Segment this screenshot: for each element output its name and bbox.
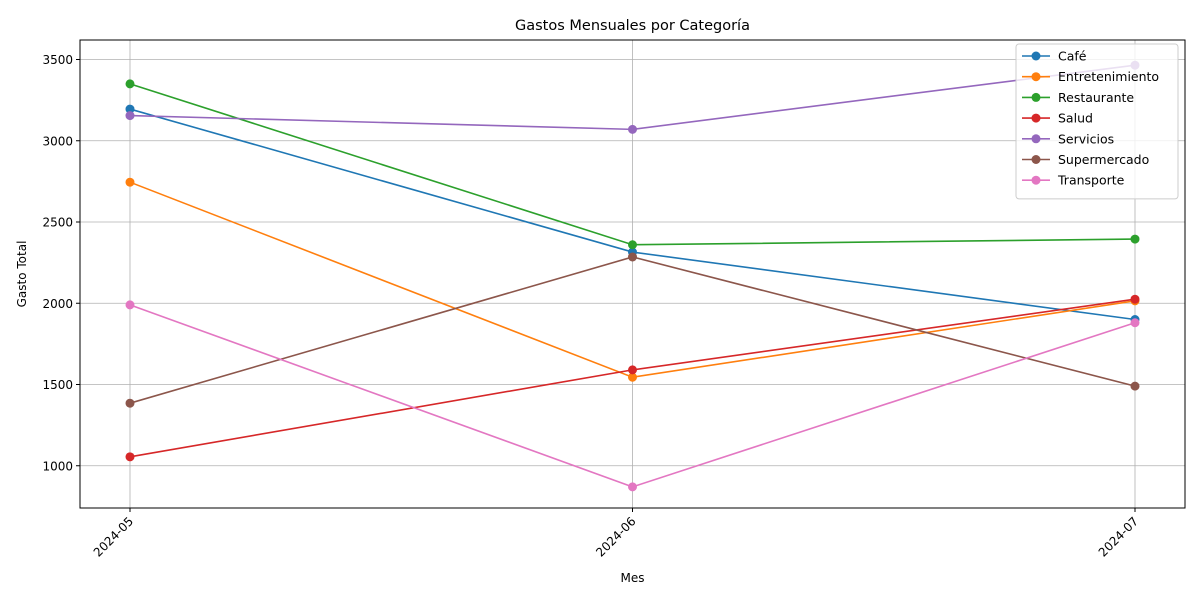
legend-label: Salud (1058, 111, 1093, 126)
legend-item: Servicios (1022, 131, 1114, 146)
legend-label: Servicios (1058, 131, 1114, 146)
legend-swatch-marker (1031, 51, 1041, 61)
data-point (125, 398, 135, 408)
y-tick-label: 2500 (42, 216, 73, 230)
data-point (1130, 234, 1140, 244)
legend-item: Supermercado (1022, 152, 1149, 167)
data-point (628, 372, 637, 382)
data-point (125, 177, 135, 187)
legend-box (1015, 43, 1179, 200)
legend-label: Entretenimiento (1058, 69, 1159, 84)
y-tick-label: 2000 (42, 297, 73, 311)
y-axis-ticks: 1000 1500 2000 2500 3000 3500 (42, 53, 80, 473)
legend-swatch-marker (1031, 155, 1041, 164)
data-point (125, 104, 135, 114)
y-axis-title: Gasto Total (15, 241, 29, 308)
data-point (628, 252, 637, 262)
series-6 (125, 300, 1140, 492)
series-5 (125, 252, 1140, 408)
legend-label: Restaurante (1058, 90, 1134, 105)
y-tick-label: 1000 (42, 459, 73, 473)
data-point (1130, 381, 1140, 391)
y-tick-label: 3500 (42, 53, 73, 67)
legend: Café Entretenimiento Restaurante Salud Servi… (1015, 43, 1179, 200)
legend-label: Café (1058, 49, 1087, 64)
data-point (628, 124, 637, 134)
legend-swatch-marker (1031, 175, 1041, 185)
series-group (125, 60, 1140, 492)
legend-swatch-marker (1031, 72, 1041, 82)
legend-swatch-marker (1031, 92, 1041, 102)
legend-item: Salud (1022, 111, 1093, 126)
y-tick-label: 3000 (42, 134, 73, 148)
legend-swatch-marker (1031, 134, 1041, 144)
legend-item: Restaurante (1022, 90, 1134, 105)
data-point (628, 240, 637, 250)
data-point (125, 79, 135, 89)
series-3 (125, 294, 1140, 462)
legend-item: Entretenimiento (1022, 69, 1159, 84)
y-tick-label: 1500 (42, 378, 73, 392)
legend-label: Supermercado (1058, 152, 1149, 167)
legend-item: Transporte (1022, 173, 1125, 188)
legend-label: Transporte (1057, 173, 1125, 188)
data-point (628, 365, 637, 375)
data-point (1130, 294, 1140, 304)
data-point (125, 452, 135, 462)
chart-title: Gastos Mensuales por Categoría (515, 18, 750, 34)
legend-swatch-marker (1031, 113, 1041, 123)
legend-item: Café (1022, 49, 1087, 64)
data-point (628, 482, 637, 492)
x-axis-title: Mes (621, 571, 645, 585)
data-point (125, 300, 135, 310)
data-point (1130, 318, 1140, 328)
data-point (125, 111, 135, 121)
series-2 (125, 79, 1140, 250)
